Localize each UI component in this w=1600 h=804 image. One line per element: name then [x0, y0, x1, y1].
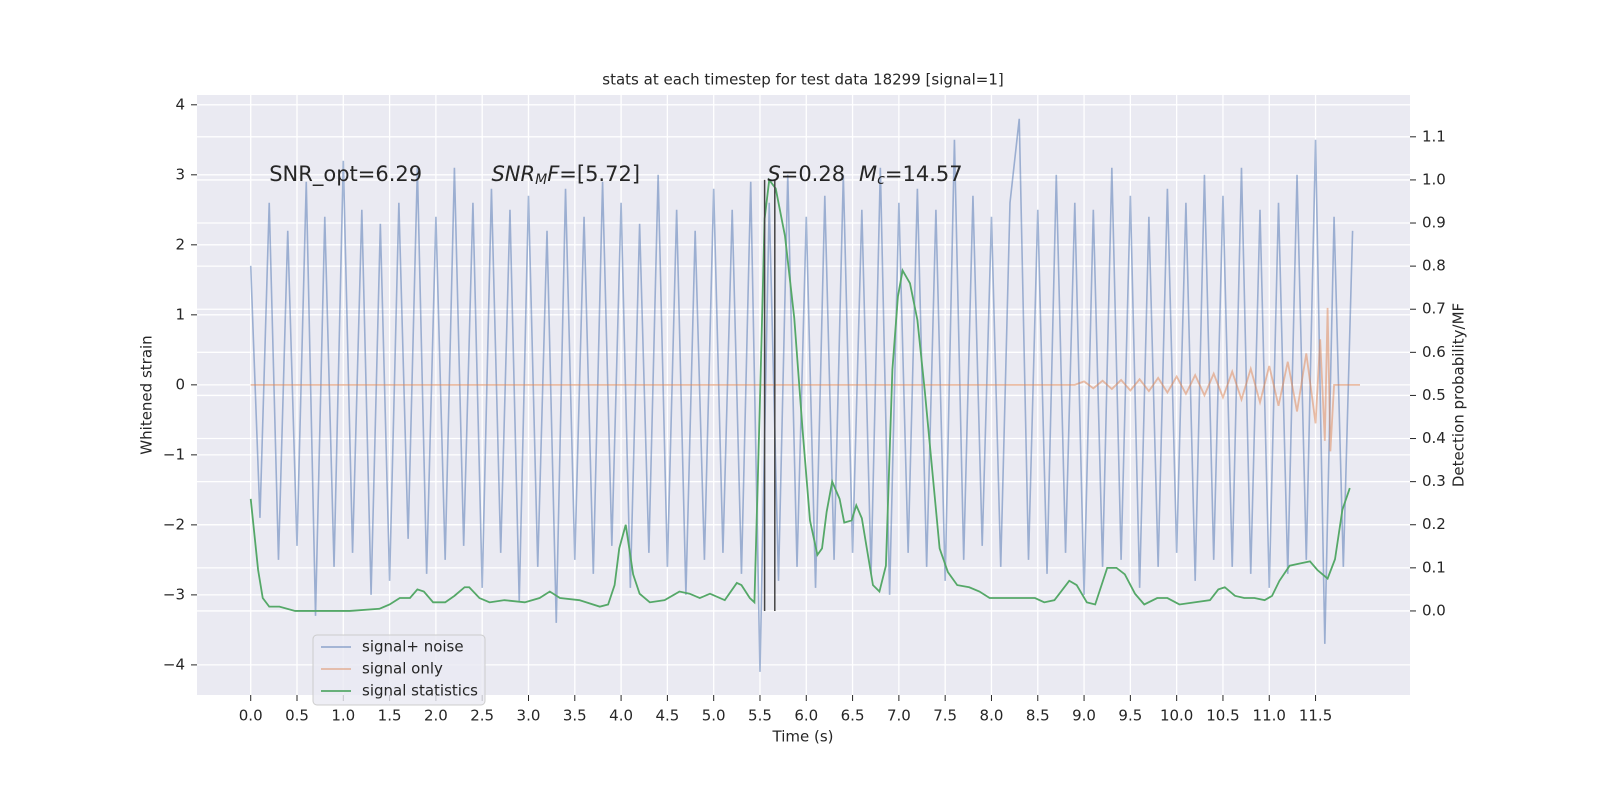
x-tick-label: 10.5	[1206, 707, 1239, 725]
legend-label: signal only	[362, 660, 443, 678]
y2-tick-label: 0.5	[1422, 386, 1446, 404]
x-tick-label: 0.5	[285, 707, 309, 725]
x-tick-label: 7.0	[887, 707, 911, 725]
annotation-part: c	[877, 172, 885, 188]
y2-tick-label: 0.7	[1422, 300, 1446, 318]
annotation: SNRMF=[5.72]	[491, 162, 640, 188]
legend-label: signal+ noise	[362, 638, 464, 656]
x-tick-label: 0.0	[239, 707, 263, 725]
y-tick-label: 2	[175, 235, 185, 253]
x-tick-label: 3.0	[517, 707, 541, 725]
y-tick-label: 0	[175, 375, 185, 393]
x-tick-label: 9.0	[1072, 707, 1096, 725]
y-tick-label: 1	[175, 305, 185, 323]
x-tick-label: 5.5	[748, 707, 772, 725]
y-tick-label: −2	[163, 515, 185, 533]
y-tick-label: 3	[175, 165, 185, 183]
x-tick-label: 3.5	[563, 707, 587, 725]
x-tick-label: 4.0	[609, 707, 633, 725]
legend: signal+ noise signal only signal statistic…	[312, 634, 486, 706]
annotation-part: M	[859, 162, 877, 186]
x-axis-label: Time (s)	[772, 728, 834, 746]
annotation: SNR_opt=6.29	[269, 162, 422, 187]
y2-tick-label: 0.2	[1422, 515, 1446, 533]
annotation: S=0.28	[767, 162, 845, 186]
y2-tick-label: 1.1	[1422, 127, 1446, 145]
y2-tick-label: 0.3	[1422, 472, 1446, 490]
annotation-part: S	[767, 162, 780, 186]
y2-axis-label: Detection probability/MF	[1450, 303, 1468, 487]
legend-label: signal statistics	[362, 682, 478, 700]
annotation-part: F	[547, 162, 560, 186]
y2-tick-label: 1.0	[1422, 170, 1446, 188]
annotation-part: =14.57	[885, 162, 963, 186]
annotation-part: =[5.72]	[559, 162, 640, 186]
x-tick-label: 2.5	[470, 707, 494, 725]
x-tick-label: 11.0	[1253, 707, 1286, 725]
y2-tick-label: 0.6	[1422, 343, 1446, 361]
y-tick-label: −1	[163, 445, 185, 463]
y2-tick-label: 0.1	[1422, 558, 1446, 576]
x-tick-label: 8.0	[980, 707, 1004, 725]
legend-box	[312, 634, 486, 706]
x-tick-label: 5.0	[702, 707, 726, 725]
y2-tick-label: 0.9	[1422, 214, 1446, 232]
x-tick-label: 10.0	[1160, 707, 1193, 725]
series-line	[249, 118, 1354, 672]
y2-tick-label: 0.0	[1422, 601, 1446, 619]
x-tick-label: 7.5	[933, 707, 957, 725]
x-tick-label: 6.5	[841, 707, 865, 725]
series-line	[249, 177, 1351, 612]
annotation-part: =0.28	[781, 162, 845, 186]
series-line	[250, 307, 1360, 452]
y-axis-label: Whitened strain	[138, 335, 156, 454]
y-tick-label: −4	[163, 655, 185, 673]
chart-title: stats at each timestep for test data 182…	[602, 71, 1003, 89]
y2-tick-label: 0.4	[1422, 429, 1446, 447]
y-tick-label: −3	[163, 585, 185, 603]
x-tick-label: 11.5	[1299, 707, 1332, 725]
annotation-part: M	[535, 172, 547, 188]
x-tick-label: 2.0	[424, 707, 448, 725]
x-tick-label: 9.5	[1118, 707, 1142, 725]
annotation: Mc=14.57	[859, 162, 963, 188]
annotation-part: SNR_opt=6.29	[269, 162, 422, 187]
x-tick-label: 1.0	[331, 707, 355, 725]
x-tick-label: 8.5	[1026, 707, 1050, 725]
x-tick-label: 6.0	[794, 707, 818, 725]
y2-tick-label: 0.8	[1422, 257, 1446, 275]
x-tick-label: 1.5	[378, 707, 402, 725]
y-tick-label: 4	[175, 95, 185, 113]
annotation-part: SNR	[491, 162, 535, 186]
x-tick-label: 4.5	[655, 707, 679, 725]
